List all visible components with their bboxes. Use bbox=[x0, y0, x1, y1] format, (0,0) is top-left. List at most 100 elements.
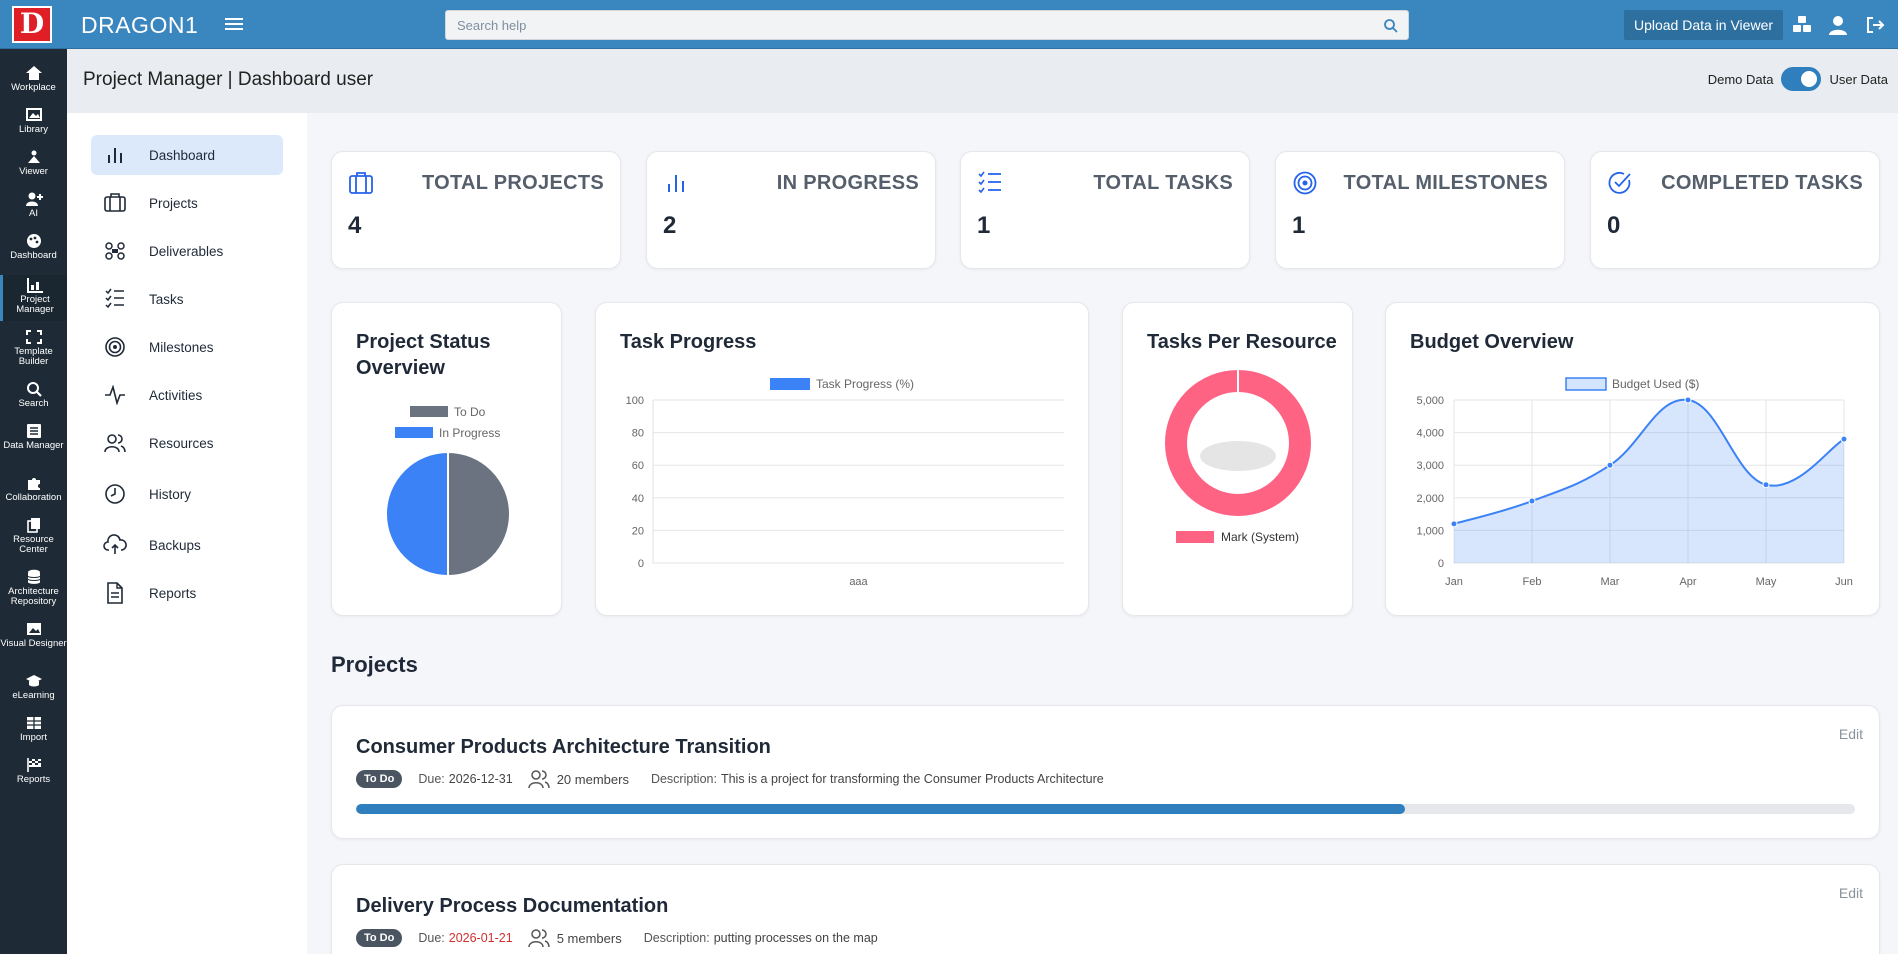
stat-value: 1 bbox=[977, 212, 991, 239]
legend-label: Mark (System) bbox=[1221, 530, 1299, 544]
sidebar-item-projects[interactable]: Projects bbox=[91, 183, 283, 223]
chart-card-project-status: Project Status Overview To Do In Progress bbox=[331, 302, 562, 616]
page-header: Project Manager | Dashboard user Demo Da… bbox=[67, 49, 1898, 113]
edit-link[interactable]: Edit bbox=[1838, 885, 1863, 901]
rail-item-template-builder[interactable]: Template Builder bbox=[0, 329, 67, 367]
upload-data-button[interactable]: Upload Data in Viewer bbox=[1624, 10, 1783, 40]
viewer-icon bbox=[27, 150, 40, 163]
cubes-icon[interactable] bbox=[1791, 14, 1813, 36]
stat-label: TOTAL MILESTONES bbox=[1343, 172, 1548, 194]
x-tick-label: Apr bbox=[1679, 576, 1696, 588]
area-fill bbox=[1454, 399, 1844, 563]
stat-card-total-tasks: TOTAL TASKS 1 bbox=[960, 151, 1250, 269]
legend-swatch bbox=[1176, 531, 1214, 543]
rail-item-visual-designer[interactable]: Visual Designer bbox=[0, 621, 67, 649]
data-mode-toggle[interactable] bbox=[1781, 67, 1822, 91]
projects-section-title: Projects bbox=[331, 652, 418, 677]
legend-label: Budget Used ($) bbox=[1612, 377, 1699, 391]
home-icon bbox=[25, 66, 42, 80]
sidebar-item-reports[interactable]: Reports bbox=[91, 573, 283, 613]
rail-item-dashboard[interactable]: Dashboard bbox=[0, 233, 67, 261]
sidebar-item-milestones[interactable]: Milestones bbox=[91, 327, 283, 367]
sidebar-item-backups[interactable]: Backups bbox=[91, 525, 283, 565]
list-icon bbox=[26, 424, 41, 438]
rail-item-workplace[interactable]: Workplace bbox=[0, 65, 67, 93]
y-tick-label: 40 bbox=[632, 493, 644, 505]
stat-card-total-milestones: TOTAL MILESTONES 1 bbox=[1275, 151, 1565, 269]
status-badge: To Do bbox=[356, 770, 403, 788]
data-point bbox=[1684, 396, 1692, 404]
legend-swatch bbox=[1565, 377, 1607, 391]
y-tick-label: 2,000 bbox=[1416, 493, 1444, 505]
sidebar-item-deliverables[interactable]: Deliverables bbox=[91, 231, 283, 271]
x-tick-label: Mar bbox=[1601, 576, 1620, 588]
project-name[interactable]: Consumer Products Architecture Transitio… bbox=[356, 736, 771, 758]
stat-label: TOTAL PROJECTS bbox=[421, 172, 604, 194]
database-icon bbox=[27, 569, 40, 584]
rail-item-library[interactable]: Library bbox=[0, 107, 67, 135]
brand-name[interactable]: DRAGON1 bbox=[81, 12, 199, 38]
edit-link[interactable]: Edit bbox=[1838, 726, 1863, 742]
chart-title: Tasks Per Resource bbox=[1147, 331, 1337, 353]
user-data-label: User Data bbox=[1829, 71, 1888, 87]
x-tick-label: Jan bbox=[1445, 576, 1463, 588]
x-tick-label: Jun bbox=[1835, 576, 1853, 588]
sidebar-item-history[interactable]: History bbox=[91, 474, 283, 514]
sidebar-item-resources[interactable]: Resources bbox=[91, 423, 283, 463]
stat-value: 4 bbox=[348, 212, 362, 239]
table-icon bbox=[26, 717, 41, 729]
search-icon[interactable] bbox=[1383, 18, 1399, 34]
expand-icon bbox=[25, 330, 42, 344]
project-progress-bar bbox=[356, 804, 1855, 814]
chart-card-budget-overview: Budget Overview Budget Used ($) 0 1,000 2,0… bbox=[1385, 302, 1880, 616]
rail-item-elearning[interactable]: eLearning bbox=[0, 673, 67, 701]
y-tick-label: 0 bbox=[638, 558, 644, 570]
user-icon[interactable] bbox=[1827, 14, 1849, 36]
rail-item-project-manager[interactable]: Project Manager bbox=[0, 275, 67, 321]
briefcase-icon bbox=[104, 193, 126, 212]
app-rail: Workplace Library Viewer AI Dashboard Pr… bbox=[0, 49, 67, 954]
search-icon bbox=[26, 382, 42, 397]
users-icon bbox=[104, 434, 126, 453]
due-date: 2026-01-21 bbox=[448, 931, 513, 945]
project-progress-fill bbox=[356, 804, 1406, 814]
legend-swatch bbox=[770, 378, 810, 390]
bar-chart-icon bbox=[668, 175, 684, 192]
data-point bbox=[1840, 435, 1848, 443]
y-tick-label: 100 bbox=[626, 395, 644, 407]
rail-item-reports[interactable]: Reports bbox=[0, 757, 67, 785]
rail-item-import[interactable]: Import bbox=[0, 715, 67, 743]
rail-item-search[interactable]: Search bbox=[0, 381, 67, 409]
sidebar-item-activities[interactable]: Activities bbox=[91, 375, 283, 415]
menu-icon[interactable] bbox=[225, 15, 243, 33]
y-tick-label: 1,000 bbox=[1416, 525, 1444, 537]
chart-card-tasks-per-resource: Tasks Per Resource Mark (System) bbox=[1122, 302, 1353, 616]
sidebar-item-dashboard[interactable]: Dashboard bbox=[91, 135, 283, 175]
rail-item-ai[interactable]: AI bbox=[0, 191, 67, 219]
legend-swatch bbox=[395, 427, 433, 438]
rail-item-collaboration[interactable]: Collaboration bbox=[0, 475, 67, 503]
chart-title: Task Progress bbox=[620, 331, 757, 353]
chart-icon bbox=[27, 278, 43, 293]
project-name[interactable]: Delivery Process Documentation bbox=[356, 895, 669, 917]
status-badge: To Do bbox=[356, 929, 403, 947]
search-input[interactable] bbox=[446, 11, 1408, 39]
rail-item-resource-center[interactable]: Resource Center bbox=[0, 517, 67, 555]
data-point bbox=[1762, 481, 1770, 489]
project-card[interactable]: Consumer Products Architecture Transitio… bbox=[331, 705, 1880, 839]
target-icon bbox=[1293, 171, 1317, 195]
project-card[interactable]: Delivery Process Documentation Edit To D… bbox=[331, 864, 1880, 954]
rail-item-viewer[interactable]: Viewer bbox=[0, 149, 67, 177]
dragon1-logo[interactable]: D bbox=[12, 6, 52, 43]
rail-item-architecture-repository[interactable]: Architecture Repository bbox=[0, 569, 67, 607]
description-label: Description: bbox=[643, 931, 710, 945]
stat-value: 1 bbox=[1292, 212, 1306, 239]
cloud-upload-icon bbox=[103, 534, 127, 554]
project-meta: To Do Due: 2026-12-31 20 members Descrip… bbox=[356, 768, 1104, 790]
task-list-icon bbox=[105, 288, 124, 309]
logout-icon[interactable] bbox=[1864, 14, 1886, 36]
rail-item-data-manager[interactable]: Data Manager bbox=[0, 423, 67, 451]
sidebar-item-tasks[interactable]: Tasks bbox=[91, 279, 283, 319]
pie-slice bbox=[447, 450, 511, 578]
stat-card-in-progress: IN PROGRESS 2 bbox=[646, 151, 936, 269]
